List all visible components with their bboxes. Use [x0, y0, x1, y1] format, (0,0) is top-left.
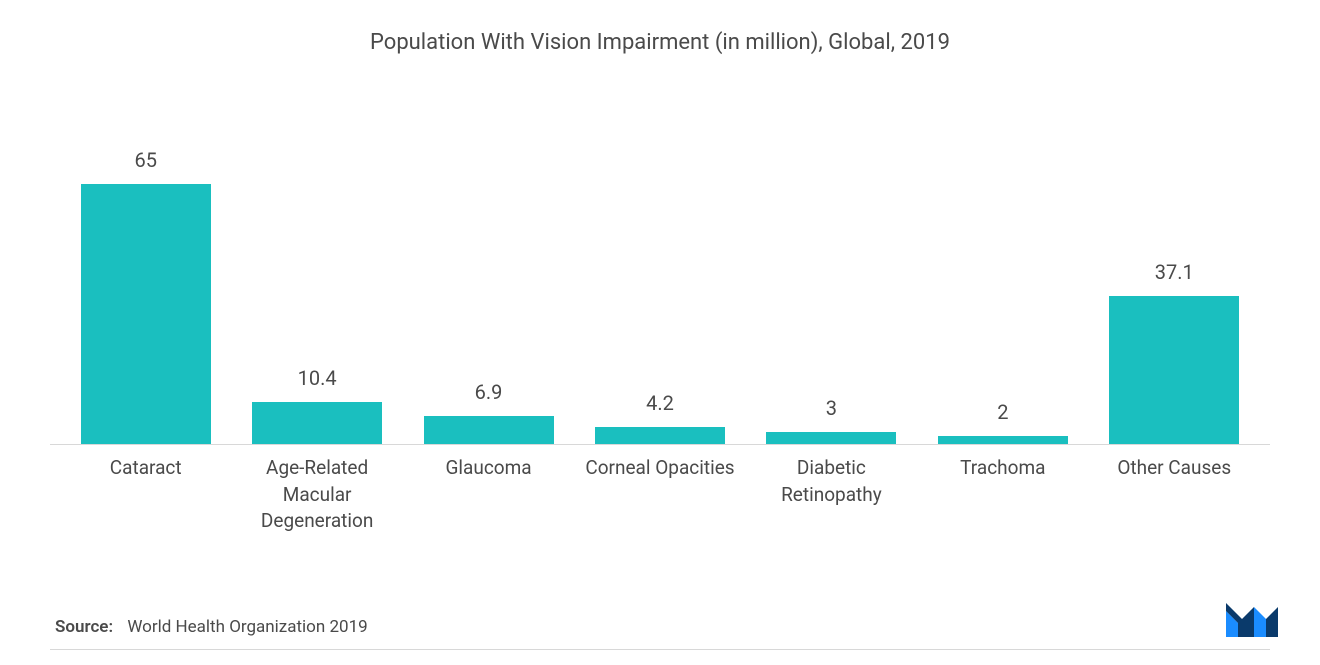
- bar: [938, 436, 1068, 444]
- bar: [81, 184, 211, 444]
- chart-plot-area: 65 10.4 6.9 4.2 3 2 37.1: [50, 125, 1270, 445]
- bar: [252, 402, 382, 444]
- bar-value-label: 4.2: [646, 391, 674, 415]
- bar: [766, 432, 896, 444]
- bar-group: 6.9: [409, 380, 569, 444]
- bar-value-label: 3: [826, 396, 837, 420]
- brand-logo-icon: [1224, 601, 1280, 643]
- x-axis-label: Other Causes: [1094, 455, 1254, 535]
- bar-value-label: 6.9: [475, 380, 503, 404]
- bar: [595, 427, 725, 444]
- bottom-border-line: [50, 649, 1270, 650]
- source-text: World Health Organization 2019: [127, 617, 367, 637]
- x-axis-label: Cataract: [66, 455, 226, 535]
- bar-group: 37.1: [1094, 260, 1254, 444]
- bar-value-label: 37.1: [1155, 260, 1194, 284]
- x-axis-label: Trachoma: [923, 455, 1083, 535]
- bar-value-label: 2: [997, 400, 1008, 424]
- chart-x-axis-labels: CataractAge-Related Macular Degeneration…: [50, 445, 1270, 535]
- x-axis-label: Diabetic Retinopathy: [751, 455, 911, 535]
- bar-group: 10.4: [237, 366, 397, 444]
- bar-group: 65: [66, 148, 226, 444]
- x-axis-label: Corneal Opacities: [580, 455, 740, 535]
- source-label: Source:: [55, 617, 113, 637]
- bar: [424, 416, 554, 444]
- bar-group: 4.2: [580, 391, 740, 444]
- chart-title: Population With Vision Impairment (in mi…: [50, 30, 1270, 55]
- bar-group: 2: [923, 400, 1083, 444]
- bar-value-label: 65: [134, 148, 156, 172]
- bar-group: 3: [751, 396, 911, 444]
- x-axis-label: Glaucoma: [409, 455, 569, 535]
- bar-value-label: 10.4: [298, 366, 337, 390]
- source-attribution: Source: World Health Organization 2019: [55, 617, 368, 637]
- bar: [1109, 296, 1239, 444]
- x-axis-label: Age-Related Macular Degeneration: [237, 455, 397, 535]
